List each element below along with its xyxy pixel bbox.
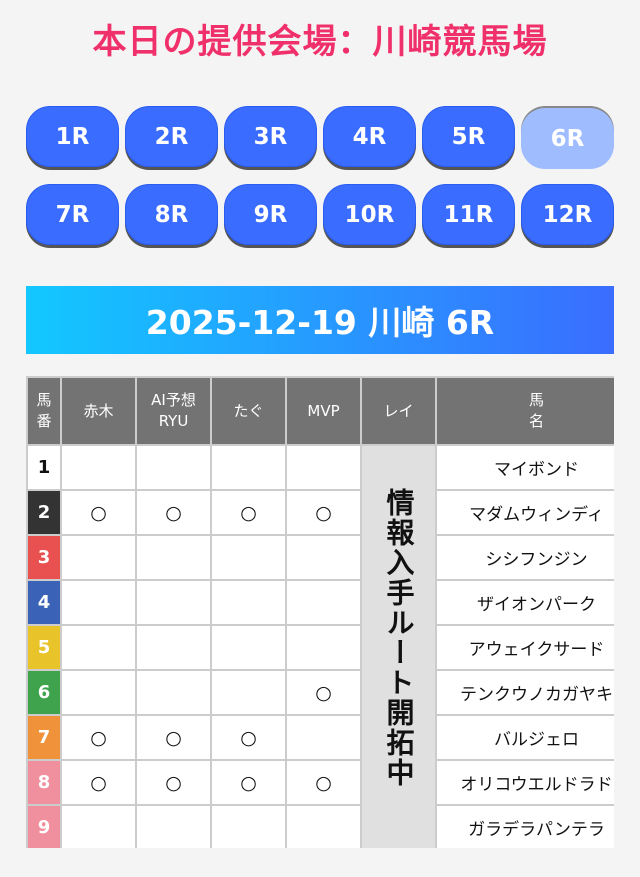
horse-number: 9 [26, 804, 62, 848]
race-button-12r[interactable]: 12R [521, 184, 614, 245]
race-banner: 2025-12-19 川崎 6R [26, 286, 614, 354]
horse-number: 7 [26, 714, 62, 761]
ai-ryu-mark [135, 534, 212, 581]
table-row: 3 シシフンジン [26, 534, 614, 581]
race-button-4r[interactable]: 4R [323, 106, 416, 167]
table-row: 1 情報入手ルート開拓中 マイボンド [26, 444, 614, 848]
tagu-header: たぐ [210, 376, 287, 446]
akagi-mark [60, 534, 137, 581]
page-title: 本日の提供会場：川崎競馬場 [92, 22, 548, 62]
mvp-mark [285, 804, 362, 848]
akagi-mark: ○ [60, 489, 137, 536]
akagi-mark [60, 624, 137, 671]
ai-ryu-mark [135, 444, 212, 491]
table-row: 6 ○ テンクウノカガヤキ [26, 669, 614, 716]
tagu-mark [210, 444, 287, 491]
ai-ryu-mark: ○ [135, 759, 212, 806]
rei-column: 情報入手ルート開拓中 [360, 444, 437, 848]
ai-ryu-mark [135, 669, 212, 716]
race-button-11r[interactable]: 11R [422, 184, 515, 245]
table-row: 5 アウェイクサード [26, 624, 614, 671]
mvp-mark [285, 714, 362, 761]
horse-name: バルジェロ [435, 714, 614, 761]
prediction-table: 馬 番赤木 AI予想 RYU たぐ MVP レイ馬 名 1 情報入手ルート開拓中 マイボンド… [26, 376, 614, 848]
horse-name: マイボンド [435, 444, 614, 491]
tagu-mark [210, 534, 287, 581]
horse-number: 5 [26, 624, 62, 671]
table-header-row: 馬 番赤木 AI予想 RYU たぐ MVP レイ馬 名 [26, 376, 614, 446]
tagu-mark [210, 669, 287, 716]
race-button-5r[interactable]: 5R [422, 106, 515, 167]
ai-ryu-mark [135, 804, 212, 848]
mvp-mark [285, 579, 362, 626]
akagi-mark: ○ [60, 759, 137, 806]
tagu-mark [210, 624, 287, 671]
race-button-2r[interactable]: 2R [125, 106, 218, 167]
horse-number-header: 馬 番 [26, 376, 62, 446]
mvp-mark [285, 624, 362, 671]
akagi-header: 赤木 [60, 376, 137, 446]
horse-name: ザイオンパーク [435, 579, 614, 626]
horse-number: 8 [26, 759, 62, 806]
akagi-mark: ○ [60, 714, 137, 761]
table-row: 9 ガラデラパンテラ [26, 804, 614, 848]
horse-name: オリコウエルドラド [435, 759, 614, 806]
race-button-3r[interactable]: 3R [224, 106, 317, 167]
ai-ryu-mark [135, 579, 212, 626]
horse-name: テンクウノカガヤキ [435, 669, 614, 716]
mvp-mark: ○ [285, 759, 362, 806]
horse-number: 6 [26, 669, 62, 716]
tagu-mark: ○ [210, 714, 287, 761]
horse-name: マダムウィンディ [435, 489, 614, 536]
horse-number: 4 [26, 579, 62, 626]
tagu-mark [210, 804, 287, 848]
ai-ryu-mark [135, 624, 212, 671]
rei-header: レイ [360, 376, 437, 446]
ai-ryu-mark: ○ [135, 489, 212, 536]
ai-ryu-mark: ○ [135, 714, 212, 761]
tagu-mark: ○ [210, 759, 287, 806]
horse-name-header: 馬 名 [435, 376, 614, 446]
mvp-mark [285, 534, 362, 581]
rei-note: 情報入手ルート開拓中 [382, 488, 416, 788]
mvp-mark [285, 444, 362, 491]
race-button-7r[interactable]: 7R [26, 184, 119, 245]
akagi-mark [60, 669, 137, 716]
race-button-10r[interactable]: 10R [323, 184, 416, 245]
table-row: 2 ○ ○ ○ ○ マダムウィンディ [26, 489, 614, 536]
prediction-table-container[interactable]: 馬 番赤木 AI予想 RYU たぐ MVP レイ馬 名 1 情報入手ルート開拓中 マイボンド… [26, 376, 614, 848]
race-button-8r[interactable]: 8R [125, 184, 218, 245]
horse-number: 3 [26, 534, 62, 581]
table-row: 4 ザイオンパーク [26, 579, 614, 626]
horse-number: 1 [26, 444, 62, 491]
race-button-9r[interactable]: 9R [224, 184, 317, 245]
akagi-mark [60, 579, 137, 626]
race-button-6r[interactable]: 6R [521, 108, 614, 169]
horse-name: シシフンジン [435, 534, 614, 581]
tagu-mark: ○ [210, 489, 287, 536]
akagi-mark [60, 444, 137, 491]
table-row: 8 ○ ○ ○ ○ オリコウエルドラド [26, 759, 614, 806]
horse-number: 2 [26, 489, 62, 536]
table-row: 7 ○ ○ ○ バルジェロ [26, 714, 614, 761]
horse-name: ガラデラパンテラ [435, 804, 614, 848]
mvp-mark: ○ [285, 669, 362, 716]
akagi-mark [60, 804, 137, 848]
mvp-mark: ○ [285, 489, 362, 536]
mvp-header: MVP [285, 376, 362, 446]
horse-name: アウェイクサード [435, 624, 614, 671]
ai-ryu-header: AI予想 RYU [135, 376, 212, 446]
race-button-1r[interactable]: 1R [26, 106, 119, 167]
tagu-mark [210, 579, 287, 626]
